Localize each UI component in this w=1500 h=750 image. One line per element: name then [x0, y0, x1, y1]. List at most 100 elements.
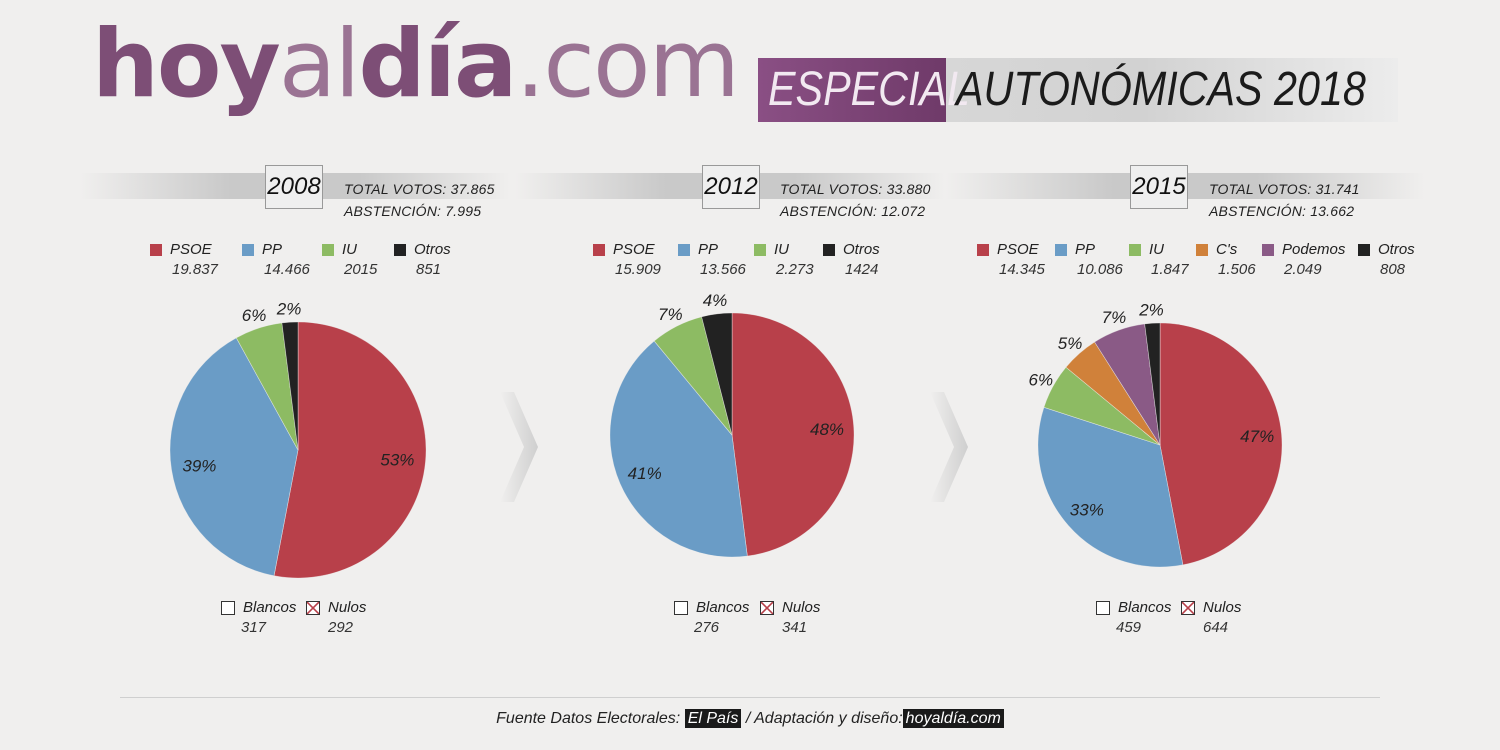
chevron-right-icon — [930, 392, 968, 502]
legend-value: 19.837 — [172, 261, 218, 278]
legend-value: 14.345 — [999, 261, 1045, 278]
legend-swatch-pp — [678, 244, 690, 256]
pie-label-otros: 2% — [276, 299, 302, 318]
site-logo: hoyaldía.com — [92, 18, 740, 112]
pie-label-psoe: 47% — [1240, 427, 1274, 446]
legend-value: 2.273 — [776, 261, 814, 278]
abstencion-2015: ABSTENCIÓN: 13.662 — [1209, 203, 1355, 219]
legend-value: 13.566 — [700, 261, 746, 278]
nulos-value: 292 — [328, 619, 354, 636]
legend-swatch-iu — [754, 244, 766, 256]
pie-label-iu: 7% — [658, 305, 683, 324]
abstencion-2012: ABSTENCIÓN: 12.072 — [780, 203, 926, 219]
blancos-value: 459 — [1116, 619, 1142, 636]
chevron-right-icon — [500, 392, 538, 502]
legend-label: Podemos — [1282, 241, 1346, 258]
blancos-box-icon — [674, 601, 688, 615]
special-label: ESPECIAL — [768, 63, 970, 116]
pie-slice-shade — [1037, 407, 1183, 568]
pie-slice-shade — [281, 322, 298, 450]
legend-label: PSOE — [997, 241, 1039, 258]
pie-chart-2015: 47% 33% 6%5% 7% 2% — [1029, 300, 1283, 568]
pie-slice-shade — [609, 341, 748, 558]
legend-label: Otros — [1378, 241, 1415, 258]
blancos-label: Blancos — [243, 599, 297, 616]
legend-swatch-otros — [823, 244, 835, 256]
pie-label-iu: 6% — [242, 306, 267, 325]
pie-slice-shade — [732, 313, 855, 557]
pie-slice-shade — [654, 316, 732, 435]
legend-swatch-otros — [394, 244, 406, 256]
pie-chart-2008: 53% 39% 6% 2% — [169, 299, 427, 579]
legend-value: 10.086 — [1077, 261, 1123, 278]
pie-slice-shade — [274, 322, 427, 578]
logo-part-al: al — [278, 10, 361, 119]
pie-label-podemos: 7% — [1102, 308, 1127, 327]
legend-value: 808 — [1380, 261, 1406, 278]
legend-value: 14.466 — [264, 261, 310, 278]
blancos-box-icon — [1096, 601, 1110, 615]
legend-label: PP — [1075, 241, 1096, 258]
pie-slice-shade — [701, 313, 732, 435]
pie-slice-shade — [236, 323, 298, 450]
legend-label: PSOE — [170, 241, 212, 258]
pie-label-psoe: 53% — [380, 450, 414, 469]
legend-label: C's — [1216, 241, 1238, 258]
legend-label: PP — [262, 241, 283, 258]
year-label-2008: 2008 — [265, 165, 323, 209]
nulos-value: 644 — [1203, 619, 1229, 636]
blancos-label: Blancos — [1118, 599, 1172, 616]
legend-swatch-pp — [242, 244, 254, 256]
legend-label: PP — [698, 241, 719, 258]
pie-label-otros: 2% — [1138, 300, 1164, 319]
footer-credits: Fuente Datos Electorales: El País / Adap… — [0, 706, 1500, 732]
total-votos-2015: TOTAL VOTOS: 31.741 — [1209, 181, 1360, 197]
pie-label-otros: 4% — [703, 291, 728, 310]
nulos-x-box-icon — [306, 601, 320, 615]
nulos-x-box-icon — [760, 601, 774, 615]
nulos-label: Nulos — [328, 599, 367, 616]
legend-value: 15.909 — [615, 261, 661, 278]
legend-label: PSOE — [613, 241, 655, 258]
legend-value: 1.506 — [1218, 261, 1256, 278]
special-badge — [758, 58, 946, 122]
legend-label: IU — [342, 241, 357, 258]
pie-label-pp: 39% — [182, 457, 216, 476]
logo-part-dia: día — [358, 10, 518, 119]
pie-chart-2012: 48% 41% 7% 4% — [609, 291, 855, 558]
legend-swatch-iu — [1129, 244, 1141, 256]
pie-slice-shade — [170, 337, 298, 576]
source-name: El País — [684, 709, 742, 728]
pie-slice-shade — [1144, 323, 1160, 445]
footer-divider — [120, 697, 1380, 698]
legend-value: 1.847 — [1151, 261, 1189, 278]
logo-part-com: .com — [515, 10, 740, 119]
pie-slice-shade — [1094, 323, 1160, 445]
blancos-label: Blancos — [696, 599, 750, 616]
legend-swatch-psoe — [977, 244, 989, 256]
pie-slice-shade — [1066, 341, 1160, 445]
total-votos-2012: TOTAL VOTOS: 33.880 — [780, 181, 931, 197]
year-label-2015: 2015 — [1130, 165, 1188, 209]
blancos-box-icon — [221, 601, 235, 615]
legend-swatch-cs — [1196, 244, 1208, 256]
nulos-x-box-icon — [1181, 601, 1195, 615]
totals-2008: TOTAL VOTOS: 37.865 ABSTENCIÓN: 7.995 — [344, 178, 495, 222]
nulos-value: 341 — [782, 619, 808, 636]
legend-swatch-psoe — [150, 244, 162, 256]
legend-swatch-psoe — [593, 244, 605, 256]
nulos-label: Nulos — [1203, 599, 1242, 616]
blancos-value: 276 — [694, 619, 720, 636]
pie-label-psoe: 48% — [810, 420, 844, 439]
pie-label-pp: 33% — [1070, 501, 1104, 520]
source-prefix: Fuente Datos Electorales: — [496, 710, 681, 727]
nulos-label: Nulos — [782, 599, 821, 616]
logo-part-hoy: hoy — [92, 10, 281, 119]
legend-swatch-pp — [1055, 244, 1067, 256]
legend-label: IU — [774, 241, 789, 258]
pie-slice-shade — [1160, 323, 1283, 565]
legend-value: 2.049 — [1284, 261, 1322, 278]
page-title: AUTONÓMICAS 2018 — [956, 63, 1366, 116]
legend-value: 1424 — [845, 261, 879, 278]
legend-swatch-otros — [1358, 244, 1370, 256]
